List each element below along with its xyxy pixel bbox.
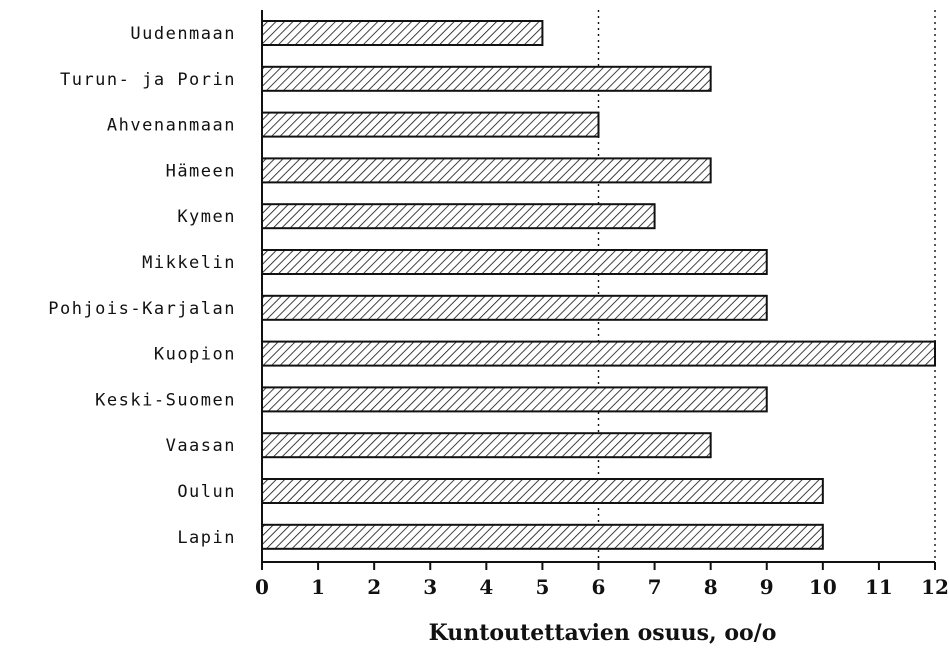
category-label: Ahvenanmaan xyxy=(107,116,236,136)
x-tick-label: 12 xyxy=(921,575,949,599)
x-tick-label: 6 xyxy=(592,575,606,599)
x-tick-label: 1 xyxy=(311,575,325,599)
category-label: Lapin xyxy=(177,528,236,548)
x-tick-label: 9 xyxy=(760,575,774,599)
bar xyxy=(261,249,768,275)
x-tick-label: 2 xyxy=(367,575,381,599)
category-label: Mikkelin xyxy=(142,253,236,273)
bar xyxy=(261,386,768,413)
x-tick-label: 10 xyxy=(809,575,837,599)
bars xyxy=(261,20,936,550)
x-axis-title: Kuntoutettavien osuus, oo/o xyxy=(429,620,777,646)
category-label: Vaasan xyxy=(166,436,236,456)
category-label: Uudenmaan xyxy=(130,24,236,44)
x-tick-label: 3 xyxy=(423,575,437,599)
category-label: Keski-Suomen xyxy=(95,390,236,410)
bar xyxy=(261,203,656,230)
bar xyxy=(261,523,824,550)
category-label: Kymen xyxy=(177,207,236,227)
x-tick-label: 5 xyxy=(535,575,549,599)
category-label: Kuopion xyxy=(154,345,236,365)
bar xyxy=(261,20,544,46)
bar xyxy=(261,111,600,138)
bar xyxy=(261,340,936,367)
x-tick-label: 8 xyxy=(704,575,718,599)
category-label: Hämeen xyxy=(166,161,236,181)
category-label: Oulun xyxy=(177,482,236,502)
category-labels: Uudenmaan Turun- ja Porin Ahvenanmaan Hämee… xyxy=(48,24,236,548)
x-tick-label: 4 xyxy=(479,575,493,599)
x-tick-label: 7 xyxy=(648,575,662,599)
bar xyxy=(261,294,768,321)
bar xyxy=(261,65,712,92)
category-label: Pohjois-Karjalan xyxy=(48,299,236,319)
x-tick-label: 11 xyxy=(865,575,893,599)
x-axis-ticks: 0 1 2 3 4 5 6 7 8 9 10 11 12 xyxy=(255,562,949,599)
x-tick-label: 0 xyxy=(255,575,269,599)
bar xyxy=(261,157,712,184)
reference-lines xyxy=(597,10,936,562)
category-label: Turun- ja Porin xyxy=(60,70,236,90)
bar xyxy=(261,432,712,459)
bar xyxy=(261,478,824,504)
